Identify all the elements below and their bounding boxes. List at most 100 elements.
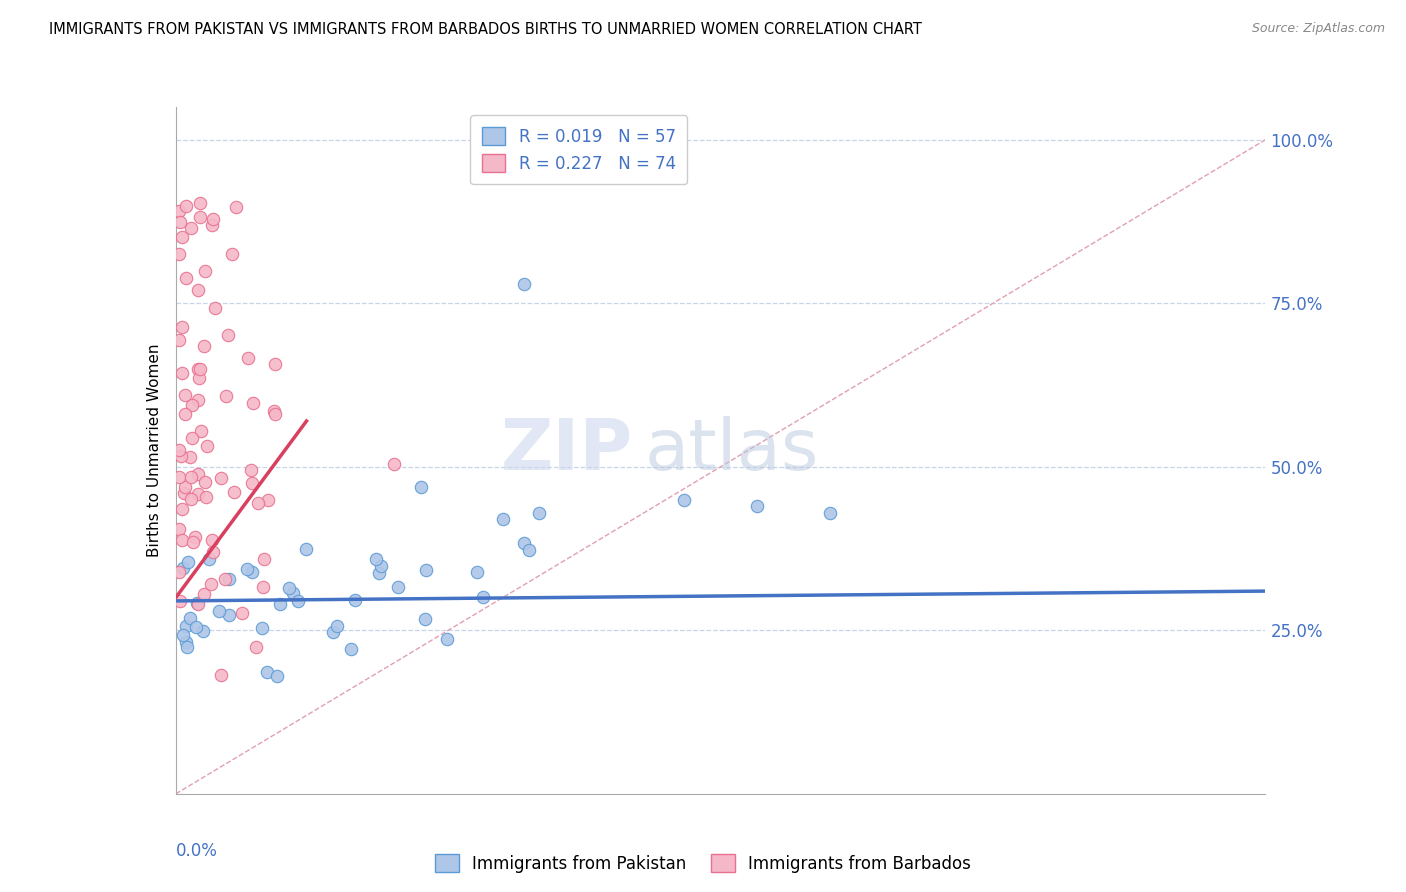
Point [436, 632, 458, 646]
Point [343, 593, 366, 607]
Point [173, 407, 195, 421]
Point [409, 480, 432, 494]
Point [187, 597, 209, 611]
Point [201, 218, 224, 232]
Legend: Immigrants from Pakistan, Immigrants from Barbados: Immigrants from Pakistan, Immigrants fro… [429, 847, 977, 880]
Point [295, 541, 318, 556]
Point [193, 586, 215, 600]
Point [240, 476, 263, 491]
Point [194, 475, 217, 490]
Point [215, 389, 238, 403]
Point [263, 403, 285, 417]
Point [183, 535, 205, 549]
Point [169, 246, 191, 260]
Point [174, 271, 197, 285]
Point [217, 328, 239, 343]
Point [170, 319, 193, 334]
Point [170, 366, 193, 380]
Point [250, 621, 273, 635]
Point [214, 572, 236, 586]
Point [173, 480, 195, 494]
Point [239, 463, 262, 477]
Point [209, 668, 232, 682]
Point [245, 640, 267, 654]
Point [264, 407, 287, 421]
Point [218, 608, 240, 623]
Point [180, 491, 202, 506]
Point [186, 283, 209, 297]
Point [513, 536, 536, 550]
Point [187, 362, 209, 376]
Point [188, 370, 211, 384]
Point [186, 597, 208, 611]
Point [181, 398, 204, 412]
Point [413, 611, 436, 625]
Point [277, 581, 299, 595]
Point [382, 458, 405, 472]
Point [326, 618, 349, 632]
Point [176, 199, 198, 213]
Point [287, 594, 309, 608]
Point [200, 576, 222, 591]
Point [246, 496, 269, 510]
Point [257, 492, 280, 507]
Point [179, 611, 201, 625]
Point [513, 277, 536, 291]
Point [322, 624, 344, 639]
Point [169, 522, 191, 536]
Point [194, 263, 217, 277]
Point [256, 665, 278, 679]
Point [472, 590, 495, 604]
Point [176, 640, 198, 654]
Text: IMMIGRANTS FROM PAKISTAN VS IMMIGRANTS FROM BARBADOS BIRTHS TO UNMARRIED WOMEN C: IMMIGRANTS FROM PAKISTAN VS IMMIGRANTS F… [49, 22, 922, 37]
Point [264, 357, 287, 371]
Text: Source: ZipAtlas.com: Source: ZipAtlas.com [1251, 22, 1385, 36]
Point [169, 334, 191, 348]
Point [188, 196, 211, 211]
Point [187, 467, 209, 482]
Point [201, 211, 224, 226]
Point [236, 561, 259, 575]
Point [231, 606, 253, 620]
Point [179, 450, 201, 464]
Point [211, 471, 233, 485]
Point [225, 200, 247, 214]
Point [180, 469, 202, 483]
Point [169, 204, 191, 219]
Point [201, 545, 224, 559]
Point [517, 543, 540, 558]
Point [181, 431, 204, 445]
Text: ZIP: ZIP [501, 416, 633, 485]
Point [187, 393, 209, 408]
Point [184, 530, 207, 544]
Point [208, 604, 231, 618]
Point [339, 642, 361, 657]
Point [174, 619, 197, 633]
Point [188, 362, 211, 376]
Text: atlas: atlas [644, 416, 818, 485]
Point [368, 566, 391, 580]
Point [191, 624, 214, 638]
Point [465, 565, 488, 579]
Point [242, 395, 264, 409]
Point [174, 388, 197, 402]
Point [184, 620, 207, 634]
Point [174, 634, 197, 648]
Point [527, 506, 550, 520]
Point [281, 586, 304, 600]
Point [169, 442, 191, 457]
Point [201, 533, 224, 548]
Point [170, 230, 193, 244]
Point [170, 501, 193, 516]
Point [745, 499, 768, 513]
Point [169, 593, 191, 607]
Point [169, 565, 191, 579]
Point [197, 552, 219, 566]
Point [173, 486, 195, 500]
Point [252, 580, 274, 594]
Point [170, 449, 193, 463]
Point [269, 598, 291, 612]
Point [387, 580, 409, 594]
Point [366, 551, 388, 566]
Point [172, 533, 194, 547]
